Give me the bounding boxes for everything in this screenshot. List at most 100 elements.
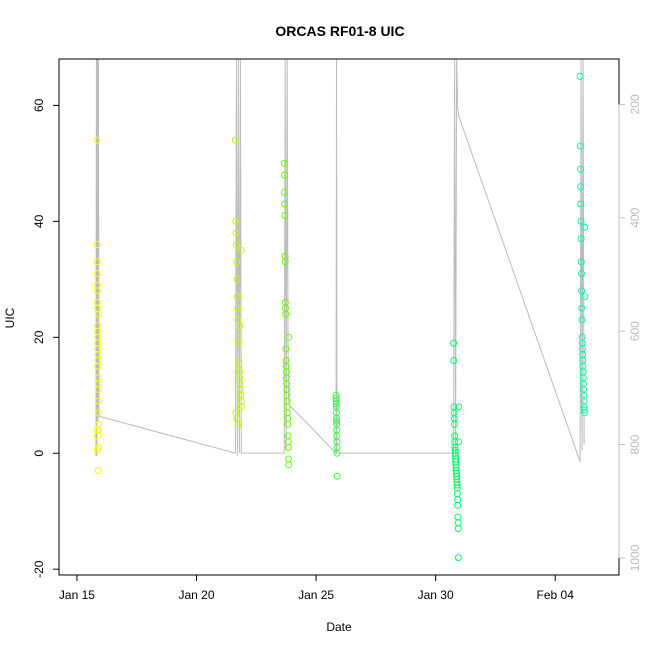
data-point: [232, 241, 240, 248]
data-point: [453, 481, 461, 489]
data-point: [580, 406, 588, 414]
series-5: [450, 339, 463, 562]
y-tick-label: -20: [32, 560, 46, 578]
data-point: [235, 362, 243, 370]
data-point: [578, 304, 586, 312]
data-point: [93, 241, 101, 248]
data-point: [280, 171, 288, 179]
data-point: [333, 472, 341, 480]
data-point: [237, 403, 245, 411]
data-point: [333, 449, 341, 457]
y-tick-label: 60: [32, 98, 46, 112]
data-point: [579, 362, 587, 370]
data-point: [577, 258, 585, 266]
y-tick-label: 20: [32, 330, 46, 344]
data-point: [283, 403, 291, 411]
series-6: [576, 72, 589, 417]
altitude-trace-line: [95, 58, 585, 462]
data-point: [577, 235, 585, 243]
data-point: [233, 293, 241, 301]
data-point: [577, 217, 585, 225]
series-4: [332, 391, 341, 480]
data-point: [285, 333, 293, 341]
y2-axis: 200 400 600 800 1000: [618, 94, 642, 571]
data-point: [579, 374, 587, 382]
data-point: [285, 455, 292, 463]
data-point: [93, 136, 101, 144]
series-1: [93, 136, 103, 475]
data-point: [581, 223, 589, 231]
data-point: [94, 362, 102, 370]
data-point: [284, 420, 292, 428]
data-point: [578, 316, 586, 324]
data-points-layer: [93, 72, 589, 562]
data-point: [451, 432, 459, 440]
data-point: [284, 415, 292, 422]
data-point: [454, 554, 462, 562]
data-point: [234, 333, 242, 341]
data-point: [454, 525, 462, 533]
data-point: [579, 368, 587, 376]
y2-tick-label: 800: [628, 434, 642, 454]
x-tick-label: Jan 30: [418, 588, 454, 602]
data-point: [236, 322, 244, 330]
data-point: [94, 386, 102, 393]
data-point: [577, 183, 585, 191]
data-point: [95, 409, 103, 417]
altitude-trace-layer: [95, 58, 585, 462]
x-tick-label: Jan 20: [178, 588, 214, 602]
data-point: [333, 417, 341, 425]
data-point: [234, 304, 242, 312]
data-point: [450, 420, 458, 428]
data-point: [578, 270, 585, 277]
data-point: [454, 513, 462, 521]
y-tick-label: 0: [32, 450, 46, 457]
data-point: [578, 287, 586, 295]
x-tick-label: Feb 04: [537, 588, 575, 602]
data-point: [95, 310, 103, 318]
data-point: [576, 142, 584, 150]
data-point: [453, 490, 461, 498]
plot-frame: [58, 58, 620, 576]
data-point: [581, 293, 589, 301]
data-point: [93, 287, 101, 295]
data-point: [450, 357, 458, 364]
data-point: [282, 345, 290, 353]
data-point: [285, 461, 293, 469]
data-point: [454, 519, 462, 527]
series-3: [280, 159, 293, 469]
data-point: [235, 339, 243, 347]
data-point: [233, 275, 241, 283]
y-axis: -20 0 20 40 60: [32, 98, 60, 578]
data-point: [236, 386, 244, 393]
data-point: [581, 409, 588, 417]
data-point: [231, 136, 239, 144]
y-axis-label: UIC: [3, 307, 17, 328]
data-point: [281, 258, 289, 266]
data-point: [237, 246, 245, 254]
data-point: [281, 200, 289, 208]
data-point: [94, 467, 102, 475]
x-tick-label: Jan 15: [59, 588, 95, 602]
data-point: [450, 415, 458, 422]
data-point: [93, 446, 101, 454]
data-point: [454, 496, 462, 504]
series-2: [231, 136, 245, 428]
data-point: [93, 258, 101, 266]
data-point: [280, 159, 288, 167]
data-point: [450, 339, 458, 347]
data-point: [95, 397, 102, 405]
data-point: [232, 229, 240, 237]
x-axis: Jan 15 Jan 20 Jan 25 Jan 30 Feb 04: [59, 574, 575, 602]
x-tick-label: Jan 25: [298, 588, 334, 602]
data-point: [233, 258, 241, 266]
data-point: [284, 409, 291, 417]
x-axis-label: Date: [326, 620, 352, 634]
data-point: [234, 420, 242, 428]
data-point: [332, 400, 340, 408]
y2-tick-label: 600: [628, 321, 642, 341]
data-point: [281, 188, 288, 196]
data-point: [284, 443, 292, 451]
data-point: [93, 270, 101, 277]
